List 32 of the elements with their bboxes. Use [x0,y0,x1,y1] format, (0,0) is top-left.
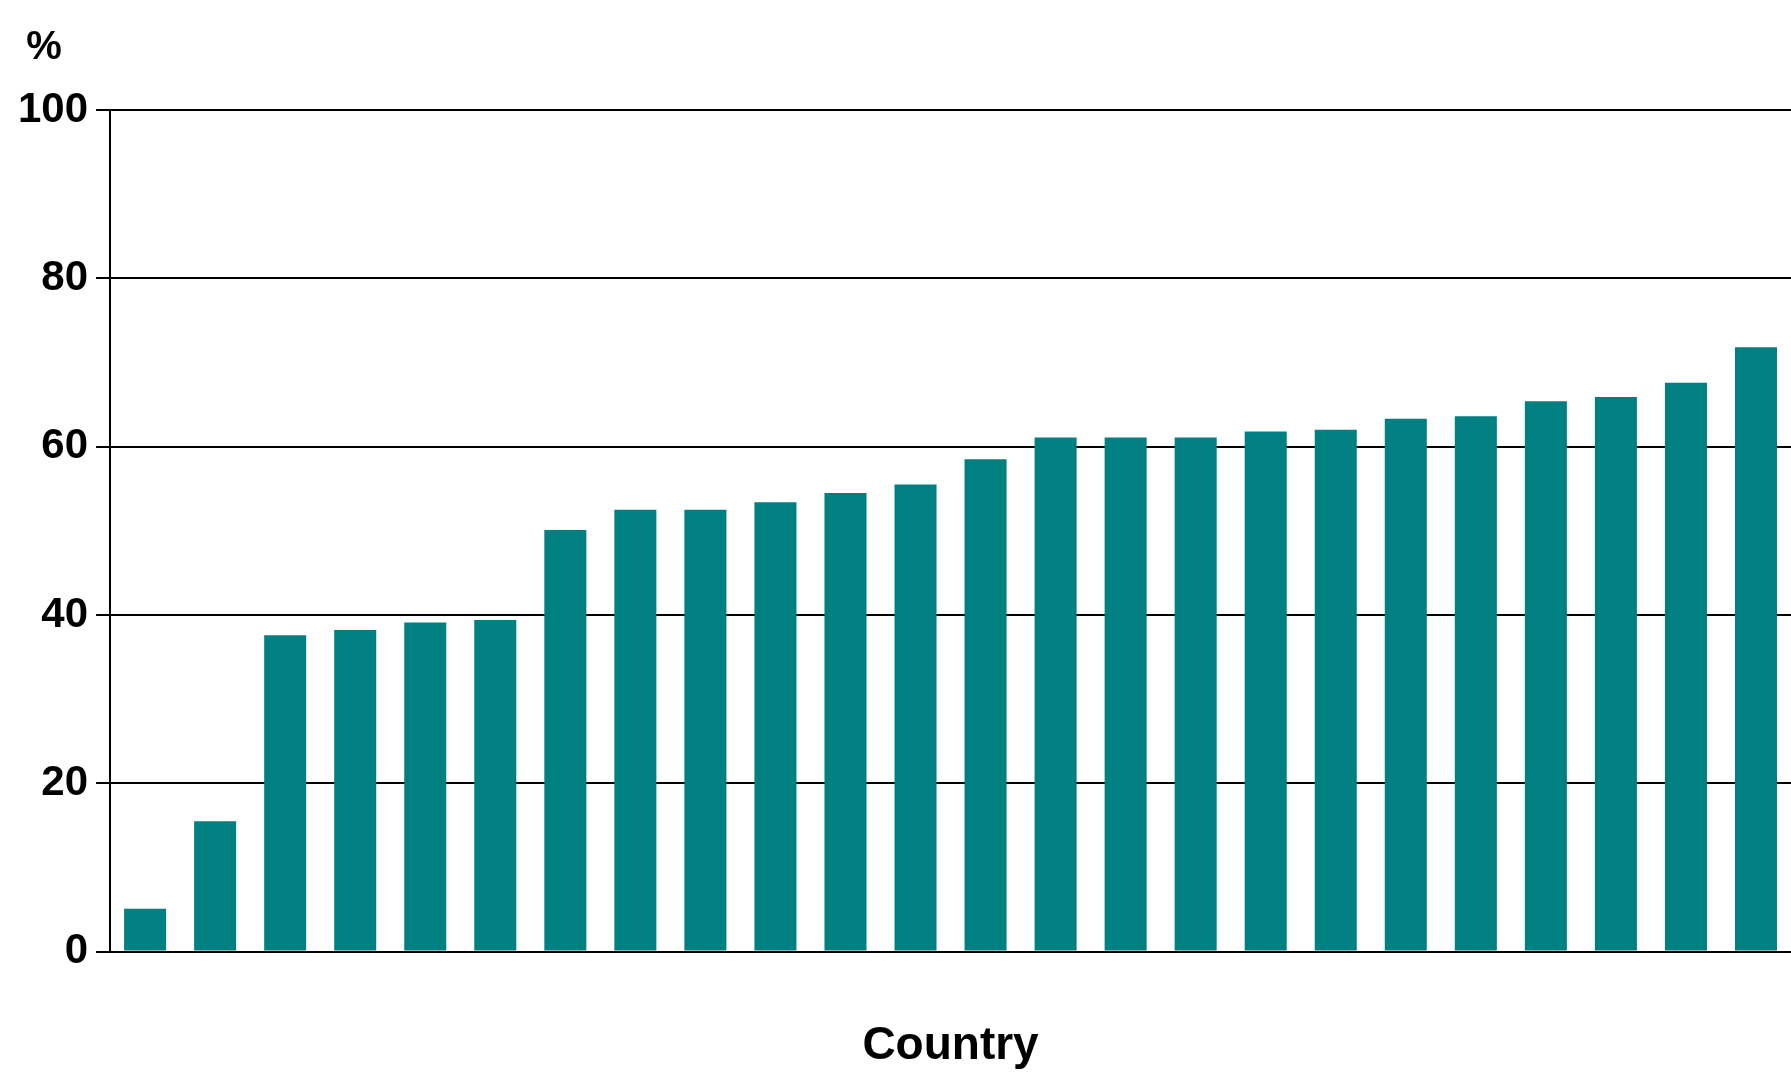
bar [964,459,1007,951]
bar [334,630,377,951]
x-axis-title: Country [862,1017,1040,1070]
bar [544,529,587,951]
bar [1244,431,1287,951]
bar [824,492,867,951]
bar [1594,396,1637,951]
bar [1734,347,1777,951]
bar [1314,429,1357,951]
bar [1664,382,1707,951]
bar [264,635,307,951]
bar [1104,437,1147,951]
bar [124,908,167,951]
bar [754,502,797,951]
bar [1454,416,1497,951]
y-tick-label: 40 [41,588,89,636]
y-tick-label: 80 [41,251,89,299]
y-tick-label: 100 [18,83,89,131]
y-tick-label: 20 [41,756,89,804]
bar [194,821,237,951]
y-tick-label: 60 [41,420,89,468]
bar [474,620,517,951]
bar [1034,437,1077,951]
bar [1384,418,1427,951]
y-tick-label: 0 [64,925,89,973]
y-axis-title: % [26,23,62,68]
bar [404,622,447,951]
bar [684,509,727,951]
bar [1174,437,1217,951]
bar [894,484,937,951]
bar [614,509,657,951]
bar [1524,401,1567,951]
